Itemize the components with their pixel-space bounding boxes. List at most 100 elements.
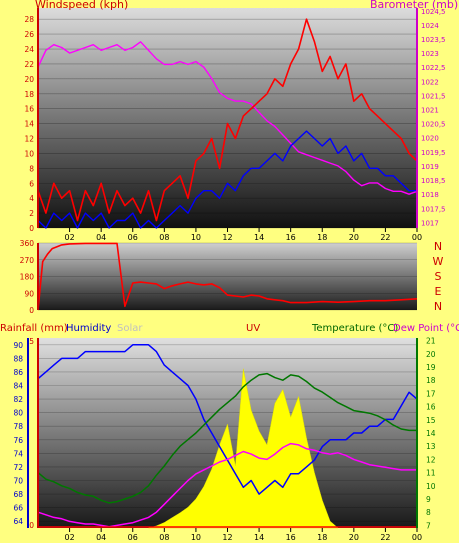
barometer-tick-label: 1018: [421, 191, 439, 199]
barometer-tick-label: 1017,5: [421, 205, 446, 213]
legend-dew-point-c: Dew Point (°C): [393, 323, 459, 334]
barometer-tick-label: 1017: [421, 219, 439, 227]
humidity-tick-label: 74: [13, 449, 23, 458]
windspeed-series-line: [37, 130, 417, 229]
rain-tick-label: 5: [29, 337, 34, 346]
humidity-tick-label: 78: [13, 422, 23, 431]
legend-solar: Solar: [117, 323, 143, 334]
x-tick-label: 04: [96, 233, 106, 242]
windspeed-tick-label: 20: [24, 75, 34, 84]
humidity-tick-label: 86: [13, 368, 23, 377]
x-tick-label: 18: [317, 533, 327, 542]
legend-temperature-c: Temperature (°C): [311, 323, 398, 334]
direction-tick-label: 90: [24, 289, 34, 298]
barometer-series-line: [37, 41, 418, 195]
wind-barometer-panel: 024681012141618202224262810171017,510181…: [24, 0, 458, 242]
x-tick-label: 14: [254, 233, 264, 242]
x-tick-label: 14: [254, 533, 264, 542]
windspeed-tick-label: 18: [24, 90, 34, 99]
barometer-tick-label: 1024: [421, 22, 439, 30]
temperature-tick-label: 16: [426, 403, 436, 412]
temperature-tick-label: 14: [426, 429, 436, 438]
direction-tick-label: 0: [29, 306, 34, 315]
x-tick-label: 02: [64, 533, 74, 542]
x-tick-label: 10: [191, 233, 201, 242]
windspeed-tick-label: 6: [29, 179, 34, 188]
gust-series-line: [37, 18, 418, 222]
windspeed-tick-label: 24: [24, 45, 34, 54]
x-tick-label: 00: [412, 533, 422, 542]
humidity-tick-label: 70: [13, 477, 23, 486]
compass-label: S: [435, 270, 442, 283]
barometer-tick-label: 1021: [421, 107, 439, 115]
temperature-tick-label: 21: [426, 337, 436, 346]
humidity-tick-label: 90: [13, 341, 23, 350]
barometer-tick-label: 1020: [421, 135, 439, 143]
x-tick-label: 08: [159, 233, 169, 242]
x-tick-label: 20: [349, 233, 359, 242]
windspeed-tick-label: 16: [24, 105, 34, 114]
temperature-tick-label: 18: [426, 376, 436, 385]
dew-point-series-line: [37, 442, 417, 528]
windspeed-tick-label: 2: [29, 209, 34, 218]
windspeed-tick-label: 26: [24, 30, 34, 39]
barometer-tick-label: 1022: [421, 78, 439, 86]
x-tick-label: 20: [349, 533, 359, 542]
humidity-temperature-panel: 6466687072747678808284868890789101112131…: [0, 323, 459, 542]
x-tick-label: 02: [64, 233, 74, 242]
x-tick-label: 00: [412, 233, 422, 242]
x-tick-label: 10: [191, 533, 201, 542]
temperature-tick-label: 9: [426, 495, 431, 504]
temperature-tick-label: 7: [426, 521, 431, 530]
barometer-tick-label: 1019: [421, 163, 439, 171]
barometer-tick-label: 1023: [421, 50, 439, 58]
windspeed-tick-label: 14: [24, 120, 34, 129]
compass-label: N: [434, 300, 442, 313]
barometer-tick-label: 1018,5: [421, 177, 446, 185]
wind-direction-series-line: [37, 242, 418, 311]
barometer-tick-label: 1024,5: [421, 8, 446, 16]
barometer-axis-label: Barometer (mb): [370, 0, 458, 11]
windspeed-tick-label: 22: [24, 60, 34, 69]
temperature-tick-label: 8: [426, 508, 431, 517]
direction-tick-label: 360: [20, 239, 35, 248]
compass-label: E: [435, 285, 442, 298]
windspeed-tick-label: 12: [24, 135, 34, 144]
windspeed-tick-label: 0: [29, 224, 34, 233]
temperature-tick-label: 17: [426, 389, 436, 398]
temperature-tick-label: 12: [426, 455, 436, 464]
humidity-tick-label: 76: [13, 436, 23, 445]
x-tick-label: 22: [380, 233, 390, 242]
barometer-tick-label: 1021,5: [421, 92, 446, 100]
temperature-tick-label: 10: [426, 482, 436, 491]
x-tick-label: 18: [317, 233, 327, 242]
humidity-tick-label: 80: [13, 409, 23, 418]
windspeed-tick-label: 4: [29, 194, 34, 203]
windspeed-tick-label: 8: [29, 164, 34, 173]
legend-uv: UV: [246, 323, 260, 334]
x-tick-label: 12: [222, 233, 232, 242]
temperature-tick-label: 15: [426, 416, 436, 425]
humidity-tick-label: 68: [13, 490, 23, 499]
legend-humidity: Humidity: [66, 323, 111, 334]
barometer-tick-label: 1019,5: [421, 149, 446, 157]
x-tick-label: 12: [222, 533, 232, 542]
direction-plot-area: [38, 243, 417, 310]
x-tick-label: 22: [380, 533, 390, 542]
rain-tick-label: 0: [29, 521, 34, 530]
humidity-tick-label: 64: [13, 517, 23, 526]
temperature-tick-label: 20: [426, 350, 436, 359]
windspeed-axis-label: Windspeed (kph): [35, 0, 128, 11]
compass-label: W: [433, 255, 444, 268]
direction-tick-label: 180: [20, 273, 35, 282]
temperature-tick-label: 11: [426, 469, 436, 478]
barometer-tick-label: 1023,5: [421, 36, 446, 44]
legend-rainfall-mm: Rainfall (mm): [0, 323, 68, 334]
compass-label: N: [434, 240, 442, 253]
windspeed-tick-label: 10: [24, 149, 34, 158]
x-tick-label: 06: [128, 533, 138, 542]
barometer-tick-label: 1020,5: [421, 121, 446, 129]
